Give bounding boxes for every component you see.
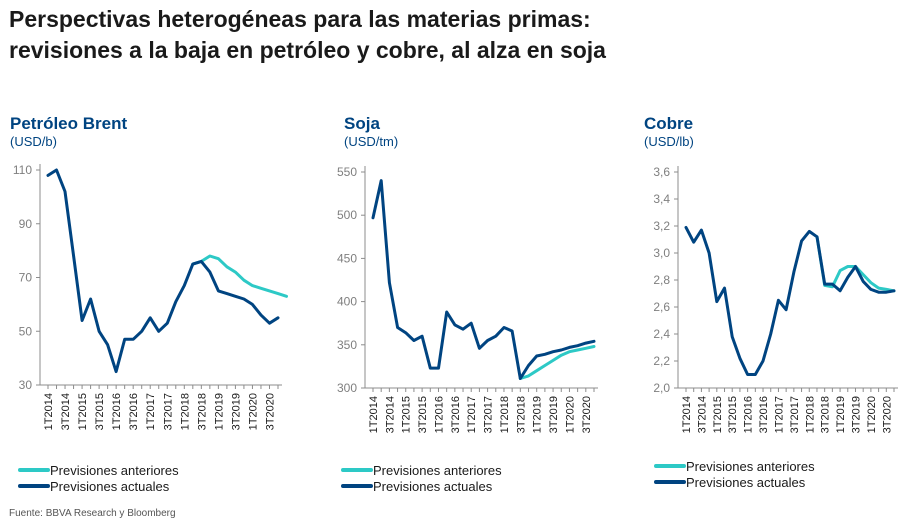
brent-y-tick-label: 30 bbox=[19, 378, 33, 392]
brent-x-tick-label: 3T2017 bbox=[162, 393, 174, 430]
brent-x-tick-label: 3T2020 bbox=[264, 393, 276, 430]
brent-y-tick-label: 50 bbox=[19, 324, 33, 338]
cobre-x-tick-label: 1T2017 bbox=[773, 396, 785, 433]
soja-legend-label-anteriores: Previsiones anteriores bbox=[373, 463, 502, 478]
cobre-x-tick-label: 1T2018 bbox=[804, 396, 816, 433]
soja-x-tick-label: 3T2019 bbox=[548, 396, 560, 433]
brent-unit-label: (USD/b) bbox=[10, 134, 57, 149]
cobre-x-tick-label: 1T2015 bbox=[712, 396, 724, 433]
soja-y-tick-label: 450 bbox=[337, 251, 357, 265]
brent-series-anteriores bbox=[191, 254, 288, 298]
brent-y-tick-label: 90 bbox=[19, 217, 33, 231]
brent-x-tick-label: 3T2016 bbox=[128, 393, 140, 430]
cobre-y-tick-label: 3,2 bbox=[653, 219, 670, 233]
cobre-y-tick-label: 2,4 bbox=[653, 327, 670, 341]
brent-series-actuales bbox=[46, 168, 280, 374]
soja-y-tick-label: 350 bbox=[337, 338, 357, 352]
brent-x-tick-label: 1T2016 bbox=[111, 393, 123, 430]
cobre-x-tick-label: 3T2018 bbox=[820, 396, 832, 433]
soja-unit-label: (USD/tm) bbox=[344, 134, 399, 149]
brent-y-tick-label: 110 bbox=[13, 163, 32, 177]
brent-x-tick-label: 1T2015 bbox=[77, 393, 89, 430]
cobre-x-tick-label: 1T2014 bbox=[681, 396, 693, 433]
soja-x-tick-label: 1T2016 bbox=[433, 396, 445, 433]
soja-legend-label-actuales: Previsiones actuales bbox=[373, 479, 493, 494]
brent-x-tick-label: 1T2020 bbox=[247, 393, 259, 430]
soja-y-tick-label: 500 bbox=[337, 208, 357, 222]
brent-panel: Petróleo Brent (USD/b) 30 50 70 90 110 1T2014… bbox=[0, 0, 303, 524]
soja-x-tick-label: 3T2017 bbox=[483, 396, 495, 433]
cobre-x-tick-label: 3T2020 bbox=[881, 396, 893, 433]
brent-y-tick-label: 70 bbox=[19, 271, 33, 285]
cobre-unit-label: (USD/lb) bbox=[644, 134, 694, 149]
soja-y-tick-label: 400 bbox=[337, 295, 357, 309]
soja-x-tick-label: 3T2016 bbox=[450, 396, 462, 433]
brent-chart: 30 50 70 90 110 1T2014 3T2014 1T2015 3T2015 1T201… bbox=[13, 163, 288, 494]
brent-chart-title: Petróleo Brent bbox=[10, 114, 128, 133]
title-line-2: revisiones a la baja en petróleo y cobre… bbox=[9, 37, 606, 63]
cobre-x-tick-label: 3T2015 bbox=[727, 396, 739, 433]
brent-x-tick-label: 3T2019 bbox=[230, 393, 242, 430]
cobre-x-tick-label: 3T2014 bbox=[696, 396, 708, 433]
cobre-legend-label-actuales: Previsiones actuales bbox=[686, 475, 806, 490]
title-line-1: Perspectivas heterogéneas para las mater… bbox=[9, 6, 591, 32]
cobre-x-tick-label: 1T2020 bbox=[866, 396, 878, 433]
cobre-x-tick-label: 3T2016 bbox=[758, 396, 770, 433]
cobre-panel: Cobre (USD/lb) 2,0 2,2 2,4 2,6 2,8 3,0 3,2 3,4 3… bbox=[606, 0, 909, 524]
soja-y-tick-label: 300 bbox=[337, 381, 357, 395]
main-title: Perspectivas heterogéneas para las mater… bbox=[9, 4, 606, 66]
brent-x-tick-label: 1T2019 bbox=[213, 393, 225, 430]
soja-x-tick-label: 3T2014 bbox=[384, 396, 396, 433]
soja-x-tick-label: 1T2018 bbox=[499, 396, 511, 433]
brent-x-tick-label: 3T2018 bbox=[196, 393, 208, 430]
soja-x-tick-label: 3T2018 bbox=[515, 396, 527, 433]
cobre-x-tick-label: 1T2019 bbox=[835, 396, 847, 433]
cobre-y-tick-label: 2,8 bbox=[653, 273, 670, 287]
brent-x-tick-label: 1T2017 bbox=[145, 393, 157, 430]
cobre-y-tick-label: 2,0 bbox=[653, 381, 670, 395]
soja-chart-title: Soja bbox=[344, 114, 380, 133]
cobre-y-tick-label: 3,0 bbox=[653, 246, 670, 260]
brent-x-tick-label: 3T2015 bbox=[94, 393, 106, 430]
soja-panel: Soja (USD/tm) 300 350 400 450 500 550 1T2014 3T… bbox=[303, 0, 606, 524]
cobre-y-tick-label: 2,6 bbox=[653, 300, 670, 314]
cobre-y-tick-label: 3,4 bbox=[653, 192, 670, 206]
brent-x-tick-label: 3T2014 bbox=[60, 393, 72, 430]
soja-y-tick-label: 550 bbox=[337, 165, 357, 179]
cobre-series-actuales bbox=[684, 225, 896, 376]
soja-x-tick-label: 1T2015 bbox=[401, 396, 413, 433]
soja-x-tick-label: 1T2017 bbox=[466, 396, 478, 433]
soja-x-tick-label: 3T2020 bbox=[581, 396, 593, 433]
cobre-y-tick-label: 2,2 bbox=[653, 354, 670, 368]
soja-x-tick-label: 1T2020 bbox=[564, 396, 576, 433]
cobre-x-tick-label: 1T2016 bbox=[743, 396, 755, 433]
soja-x-tick-label: 1T2019 bbox=[532, 396, 544, 433]
cobre-legend-label-anteriores: Previsiones anteriores bbox=[686, 459, 815, 474]
brent-x-tick-label: 1T2014 bbox=[43, 393, 55, 430]
soja-series-anteriores bbox=[518, 345, 596, 380]
source-note: Fuente: BBVA Research y Bloomberg bbox=[9, 508, 176, 519]
brent-legend-label-anteriores: Previsiones anteriores bbox=[50, 463, 179, 478]
brent-x-tick-label: 1T2018 bbox=[179, 393, 191, 430]
soja-series-actuales bbox=[371, 179, 596, 380]
soja-x-tick-label: 3T2015 bbox=[417, 396, 429, 433]
brent-legend-label-actuales: Previsiones actuales bbox=[50, 479, 170, 494]
soja-chart: 300 350 400 450 500 550 1T2014 3T2014 1T2015 3T20… bbox=[337, 165, 598, 494]
cobre-chart-title: Cobre bbox=[644, 114, 694, 133]
cobre-x-tick-label: 3T2019 bbox=[850, 396, 862, 433]
soja-x-tick-label: 1T2014 bbox=[368, 396, 380, 433]
cobre-x-tick-label: 3T2017 bbox=[789, 396, 801, 433]
cobre-y-tick-label: 3,6 bbox=[653, 165, 670, 179]
cobre-chart: 2,0 2,2 2,4 2,6 2,8 3,0 3,2 3,4 3,6 1T2014 3T2014 1… bbox=[653, 165, 898, 490]
